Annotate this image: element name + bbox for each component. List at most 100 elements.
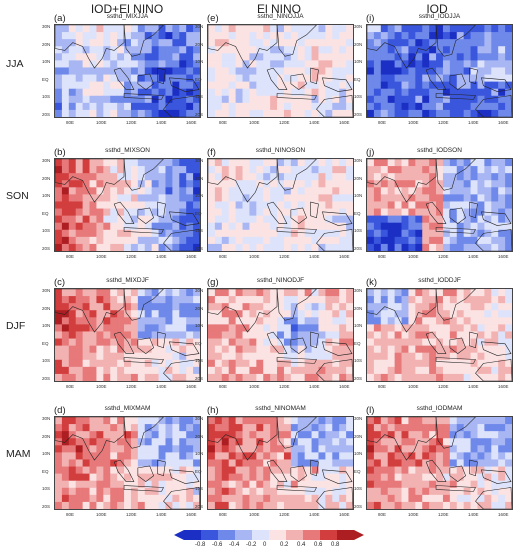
anomaly-cell xyxy=(394,345,403,354)
latitude-tick-label: 10S xyxy=(354,358,363,364)
anomaly-cell xyxy=(256,215,264,224)
anomaly-cell xyxy=(214,194,223,203)
anomaly-cell xyxy=(429,180,437,188)
anomaly-cell xyxy=(498,324,506,333)
anomaly-cell xyxy=(470,95,479,104)
anomaly-cell xyxy=(484,359,492,368)
anomaly-cell xyxy=(436,303,444,311)
anomaly-cell xyxy=(96,25,104,33)
anomaly-cell xyxy=(186,296,194,304)
anomaly-cell xyxy=(55,194,63,203)
anomaly-cell xyxy=(325,109,333,117)
anomaly-cell xyxy=(332,289,340,297)
anomaly-cell xyxy=(186,53,194,61)
anomaly-cell xyxy=(422,417,430,425)
anomaly-cell xyxy=(456,215,465,224)
coastline xyxy=(157,459,166,477)
coastline xyxy=(435,227,476,234)
anomaly-cell xyxy=(82,102,91,111)
anomaly-cell xyxy=(415,417,423,425)
anomaly-cell xyxy=(470,67,479,76)
anomaly-cell xyxy=(110,345,118,354)
anomaly-cell xyxy=(235,60,244,69)
anomaly-cell xyxy=(214,201,223,210)
anomaly-cell xyxy=(290,173,299,181)
latitude-tick-label: EQ xyxy=(354,76,361,82)
anomaly-cell xyxy=(498,459,506,468)
anomaly-cell xyxy=(283,345,292,354)
anomaly-cell xyxy=(498,487,506,496)
coastline xyxy=(276,417,317,449)
anomaly-cell xyxy=(297,81,306,90)
anomaly-cell xyxy=(491,424,499,432)
anomaly-cell xyxy=(193,324,200,333)
anomaly-cell xyxy=(449,480,458,489)
anomaly-cell xyxy=(373,102,382,111)
anomaly-cell xyxy=(442,473,451,482)
coastline xyxy=(123,357,164,364)
anomaly-cell xyxy=(270,352,278,361)
anomaly-cell xyxy=(449,289,458,297)
anomaly-cell xyxy=(394,74,403,83)
anomaly-cell xyxy=(283,46,292,54)
anomaly-cell xyxy=(498,236,506,245)
anomaly-cell xyxy=(256,60,264,69)
anomaly-cell xyxy=(277,473,285,482)
anomaly-cell xyxy=(89,366,98,375)
anomaly-cell xyxy=(429,289,437,297)
anomaly-cell xyxy=(297,345,306,354)
anomaly-cell xyxy=(429,102,437,111)
anomaly-cell xyxy=(422,109,430,117)
anomaly-cell xyxy=(208,180,216,188)
anomaly-cell xyxy=(477,338,485,347)
anomaly-cell xyxy=(304,417,313,425)
anomaly-cell xyxy=(367,222,375,231)
anomaly-cell xyxy=(505,438,512,446)
anomaly-cell xyxy=(117,501,125,509)
anomaly-cell xyxy=(130,39,139,47)
anomaly-cell xyxy=(214,25,223,33)
anomaly-cell xyxy=(442,359,451,368)
colorbar-segment xyxy=(286,530,304,540)
anomaly-cell xyxy=(263,74,271,83)
anomaly-map xyxy=(54,24,201,118)
anomaly-cell xyxy=(158,187,167,195)
anomaly-cell xyxy=(130,480,139,489)
coastline xyxy=(367,289,437,333)
latitude-tick-label: 10N xyxy=(195,323,204,329)
colorbar-segment xyxy=(320,530,338,540)
anomaly-cell xyxy=(470,60,479,69)
anomaly-cell xyxy=(456,74,465,83)
anomaly-cell xyxy=(297,159,306,167)
coastline xyxy=(310,201,319,219)
anomaly-cell xyxy=(151,25,160,33)
anomaly-cell xyxy=(470,236,479,245)
anomaly-cell xyxy=(96,53,104,61)
anomaly-cell xyxy=(408,46,416,54)
anomaly-cell xyxy=(130,296,139,304)
anomaly-cell xyxy=(130,317,139,325)
anomaly-cell xyxy=(408,201,416,210)
anomaly-cell xyxy=(304,501,313,509)
anomaly-cell xyxy=(304,296,313,304)
anomaly-cell xyxy=(96,180,104,188)
anomaly-cell xyxy=(151,417,160,425)
anomaly-cell xyxy=(408,452,416,461)
anomaly-cell xyxy=(484,95,492,104)
anomaly-cell xyxy=(151,452,160,461)
anomaly-cell xyxy=(270,222,278,231)
latitude-tick-label: EQ xyxy=(42,76,49,82)
coastline xyxy=(475,95,512,117)
anomaly-cell xyxy=(484,46,492,54)
anomaly-cell xyxy=(75,46,84,54)
anomaly-cell xyxy=(408,60,416,69)
anomaly-cell xyxy=(332,310,340,318)
anomaly-cell xyxy=(505,466,512,475)
anomaly-cell xyxy=(449,236,458,245)
anomaly-cell xyxy=(165,39,173,47)
anomaly-cell xyxy=(442,501,451,509)
latitude-tick-label: 10S xyxy=(354,228,363,234)
anomaly-cell xyxy=(270,166,278,174)
anomaly-cell xyxy=(165,452,173,461)
anomaly-cell xyxy=(208,95,216,104)
